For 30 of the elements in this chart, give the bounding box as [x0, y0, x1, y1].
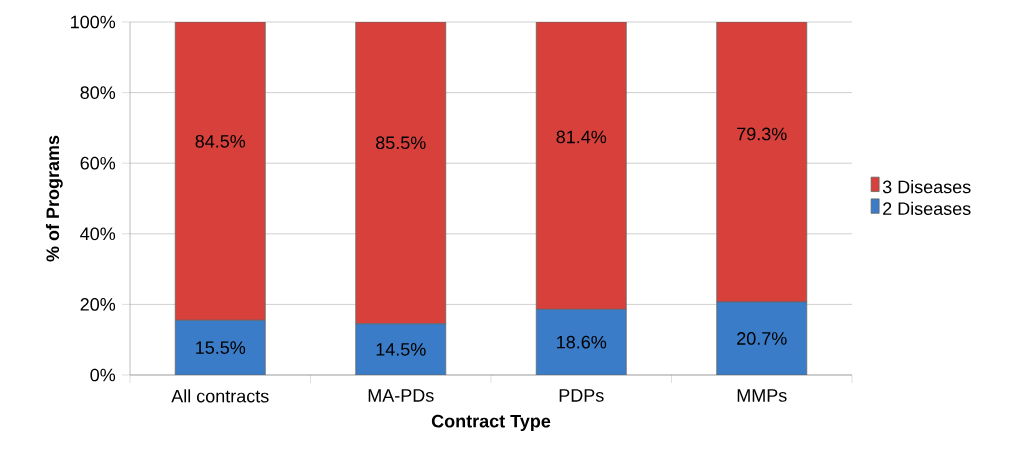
- x-axis-title: Contract Type: [431, 414, 551, 432]
- data-label: 79.3%: [737, 127, 787, 141]
- data-label: 81.4%: [556, 130, 607, 144]
- y-tick-label: 40%: [80, 227, 116, 241]
- data-label: 84.5%: [195, 134, 246, 148]
- bar: [716, 301, 808, 375]
- data-label: 18.6%: [557, 335, 607, 349]
- y-tick-label: 0%: [90, 368, 116, 382]
- bar: [535, 22, 627, 310]
- bar: [174, 319, 266, 375]
- data-label: 85.5%: [376, 136, 426, 150]
- x-tick-label: MMPs: [737, 389, 787, 402]
- bar: [716, 22, 808, 303]
- y-tick-label: 100%: [71, 15, 116, 29]
- legend-label: 3 Diseases: [882, 180, 971, 194]
- y-tick-label: 80%: [80, 86, 116, 99]
- x-tick-label: PDPs: [559, 389, 604, 402]
- data-label: 20.7%: [737, 332, 787, 345]
- x-tick-label: All contracts: [171, 389, 269, 403]
- y-axis-title: % of Programs: [45, 135, 63, 262]
- y-tick-label: 60%: [80, 156, 116, 170]
- x-tick-label: MA-PDs: [368, 389, 434, 402]
- bar: [355, 22, 447, 325]
- bar: [535, 308, 627, 375]
- y-tick-label: 20%: [80, 298, 116, 311]
- data-label: 15.5%: [196, 341, 246, 354]
- data-label: 14.5%: [376, 343, 426, 356]
- bar: [355, 323, 447, 375]
- legend-label: 2 Diseases: [883, 201, 971, 216]
- bar: [174, 22, 266, 321]
